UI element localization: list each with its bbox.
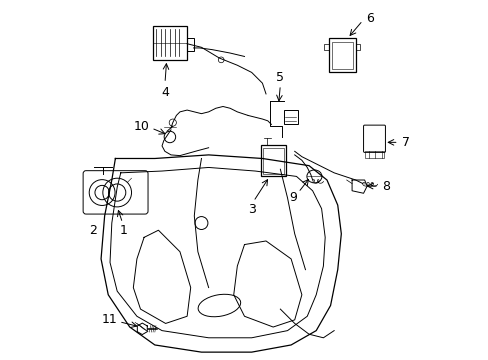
- Text: 1: 1: [120, 224, 127, 237]
- Text: 8: 8: [381, 180, 389, 193]
- Text: 7: 7: [401, 136, 409, 149]
- Text: 2: 2: [89, 224, 97, 237]
- Text: 10: 10: [133, 120, 149, 133]
- Text: 5: 5: [276, 71, 284, 84]
- Text: 9: 9: [289, 191, 297, 204]
- Text: 11: 11: [101, 313, 117, 327]
- Text: 3: 3: [247, 203, 255, 216]
- Text: 6: 6: [366, 12, 373, 25]
- Text: 4: 4: [161, 86, 168, 99]
